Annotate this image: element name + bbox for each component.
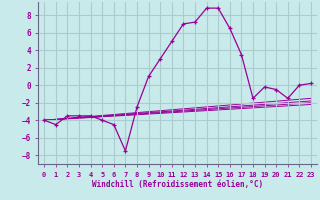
X-axis label: Windchill (Refroidissement éolien,°C): Windchill (Refroidissement éolien,°C) bbox=[92, 180, 263, 189]
